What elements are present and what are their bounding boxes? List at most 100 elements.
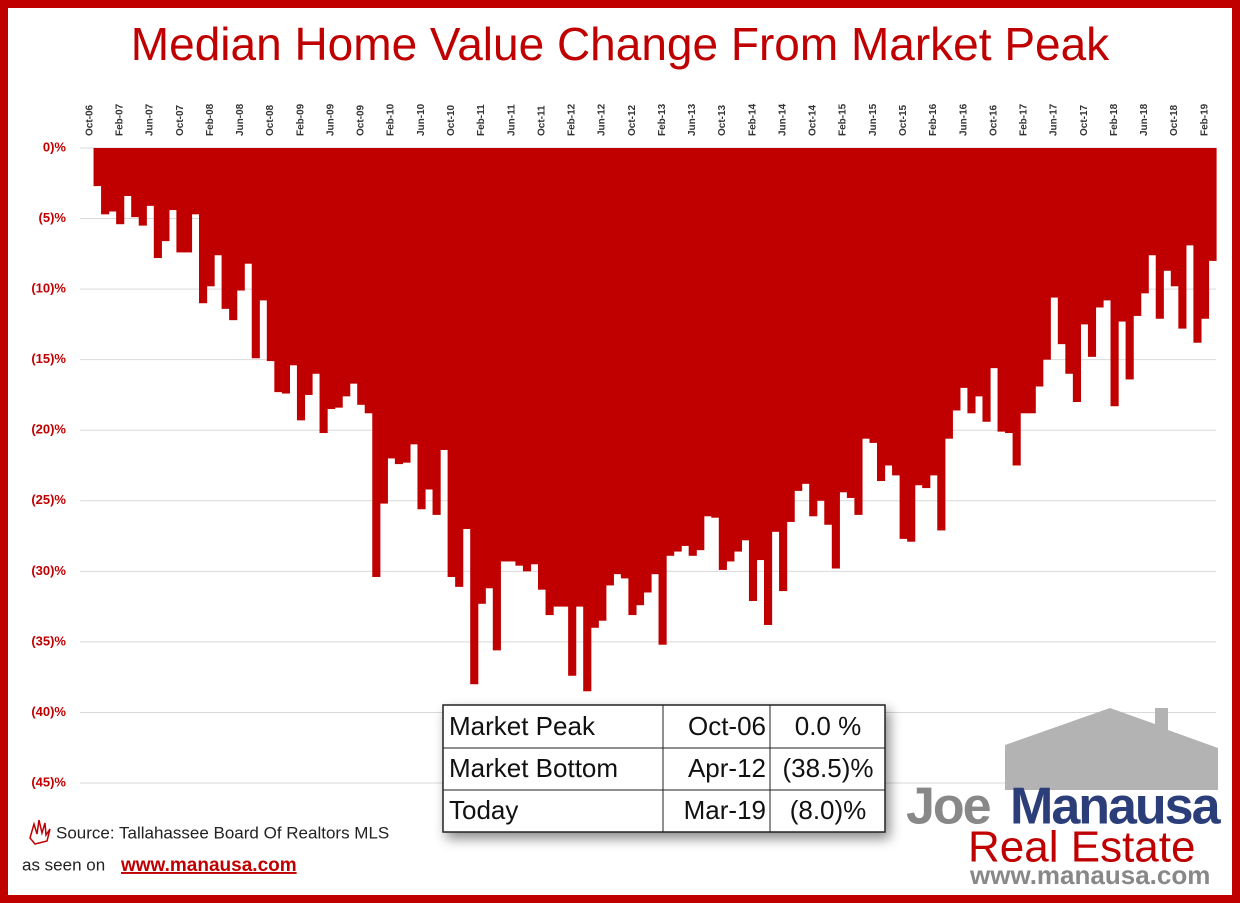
y-tick-label: (15)% bbox=[31, 351, 66, 366]
bar bbox=[1178, 148, 1187, 329]
bar bbox=[221, 148, 230, 309]
bar bbox=[229, 148, 238, 321]
table-cell: Apr-12 bbox=[688, 753, 766, 783]
logo-url[interactable]: www.manausa.com bbox=[969, 860, 1210, 890]
bar bbox=[613, 148, 622, 575]
x-tick-label: Feb-07 bbox=[115, 103, 126, 136]
bar bbox=[312, 148, 321, 374]
bar bbox=[1110, 148, 1119, 407]
bar bbox=[372, 148, 381, 577]
bar bbox=[967, 148, 976, 414]
bar bbox=[522, 148, 532, 572]
bar bbox=[726, 148, 735, 562]
bar bbox=[861, 148, 871, 439]
table-box bbox=[442, 704, 886, 833]
y-tick-label: (25)% bbox=[31, 492, 66, 507]
x-tick-label: Feb-19 bbox=[1199, 103, 1210, 136]
x-tick-label: Oct-18 bbox=[1169, 104, 1180, 136]
bar bbox=[131, 148, 140, 218]
source-text: Source: Tallahassee Board Of Realtors ML… bbox=[56, 823, 389, 842]
bar bbox=[93, 148, 102, 187]
bar bbox=[816, 148, 825, 501]
bar bbox=[1163, 148, 1172, 271]
bar bbox=[296, 148, 306, 421]
x-tick-label: Jun-16 bbox=[958, 103, 969, 136]
bar bbox=[801, 148, 810, 484]
bar bbox=[304, 148, 313, 395]
bar bbox=[651, 148, 660, 575]
bar bbox=[191, 148, 200, 215]
bar bbox=[1103, 148, 1112, 301]
x-tick-label: Feb-13 bbox=[657, 103, 668, 136]
y-tick-label: (10)% bbox=[31, 281, 66, 296]
bar bbox=[281, 148, 290, 394]
bar bbox=[477, 148, 486, 604]
bar bbox=[605, 148, 614, 586]
bar bbox=[364, 148, 373, 414]
y-tick-label: (5)% bbox=[39, 210, 67, 225]
bar bbox=[123, 148, 132, 196]
bar bbox=[696, 148, 705, 551]
bar bbox=[357, 148, 366, 405]
x-tick-label: Oct-11 bbox=[536, 105, 547, 136]
bar bbox=[869, 148, 878, 443]
bar bbox=[681, 148, 690, 546]
bar bbox=[470, 148, 479, 685]
x-tick-label: Oct-06 bbox=[84, 104, 95, 136]
bar bbox=[417, 148, 426, 510]
bar bbox=[628, 148, 637, 616]
x-tick-label: Jun-17 bbox=[1049, 103, 1060, 136]
bar bbox=[146, 148, 155, 206]
y-tick-label: 0)% bbox=[43, 139, 67, 154]
bar bbox=[1057, 148, 1066, 345]
bar bbox=[1148, 148, 1157, 256]
x-tick-label: Oct-10 bbox=[446, 104, 457, 136]
bar bbox=[515, 148, 524, 566]
bar bbox=[507, 148, 516, 562]
x-tick-label: Feb-18 bbox=[1109, 103, 1120, 136]
bar bbox=[342, 148, 351, 397]
bar bbox=[1080, 148, 1089, 325]
bar bbox=[319, 148, 328, 434]
bar bbox=[1185, 148, 1194, 246]
bar bbox=[1050, 148, 1059, 298]
x-tick-label: Feb-09 bbox=[295, 103, 306, 136]
bar bbox=[206, 148, 215, 287]
bar bbox=[839, 148, 848, 493]
bar bbox=[176, 148, 185, 253]
logo-first: Joe bbox=[906, 778, 991, 836]
bar bbox=[952, 148, 961, 411]
y-tick-label: (30)% bbox=[31, 563, 66, 578]
bar bbox=[892, 148, 901, 476]
table-cell: Market Peak bbox=[449, 711, 596, 741]
x-tick-label: Jun-10 bbox=[416, 103, 427, 136]
bar bbox=[1072, 148, 1081, 402]
bar bbox=[387, 148, 396, 459]
bar bbox=[161, 148, 170, 242]
bar bbox=[809, 148, 818, 517]
bar bbox=[1140, 148, 1149, 294]
bar bbox=[409, 148, 419, 445]
bar bbox=[1200, 148, 1210, 319]
seen-on: as seen on bbox=[22, 855, 105, 874]
bar bbox=[1170, 148, 1179, 287]
bar bbox=[974, 148, 984, 397]
bar bbox=[703, 148, 712, 517]
bar bbox=[251, 148, 260, 359]
table-cell: (38.5)% bbox=[782, 753, 873, 783]
table-cell: (8.0)% bbox=[790, 795, 867, 825]
bar bbox=[884, 148, 893, 466]
x-tick-label: Oct-12 bbox=[627, 104, 638, 136]
bar bbox=[959, 148, 968, 388]
bar bbox=[1012, 148, 1021, 466]
y-tick-label: (20)% bbox=[31, 422, 66, 437]
logo: Joe Manausa Real Estate www.manausa.com bbox=[906, 708, 1224, 890]
x-tick-label: Oct-09 bbox=[356, 104, 367, 136]
seen-on-link[interactable]: www.manausa.com bbox=[120, 855, 297, 876]
bar bbox=[327, 148, 336, 410]
x-tick-label: Jun-07 bbox=[145, 103, 156, 136]
bar bbox=[718, 148, 727, 570]
bar bbox=[635, 148, 645, 606]
bar bbox=[598, 148, 607, 621]
bar bbox=[545, 148, 554, 616]
